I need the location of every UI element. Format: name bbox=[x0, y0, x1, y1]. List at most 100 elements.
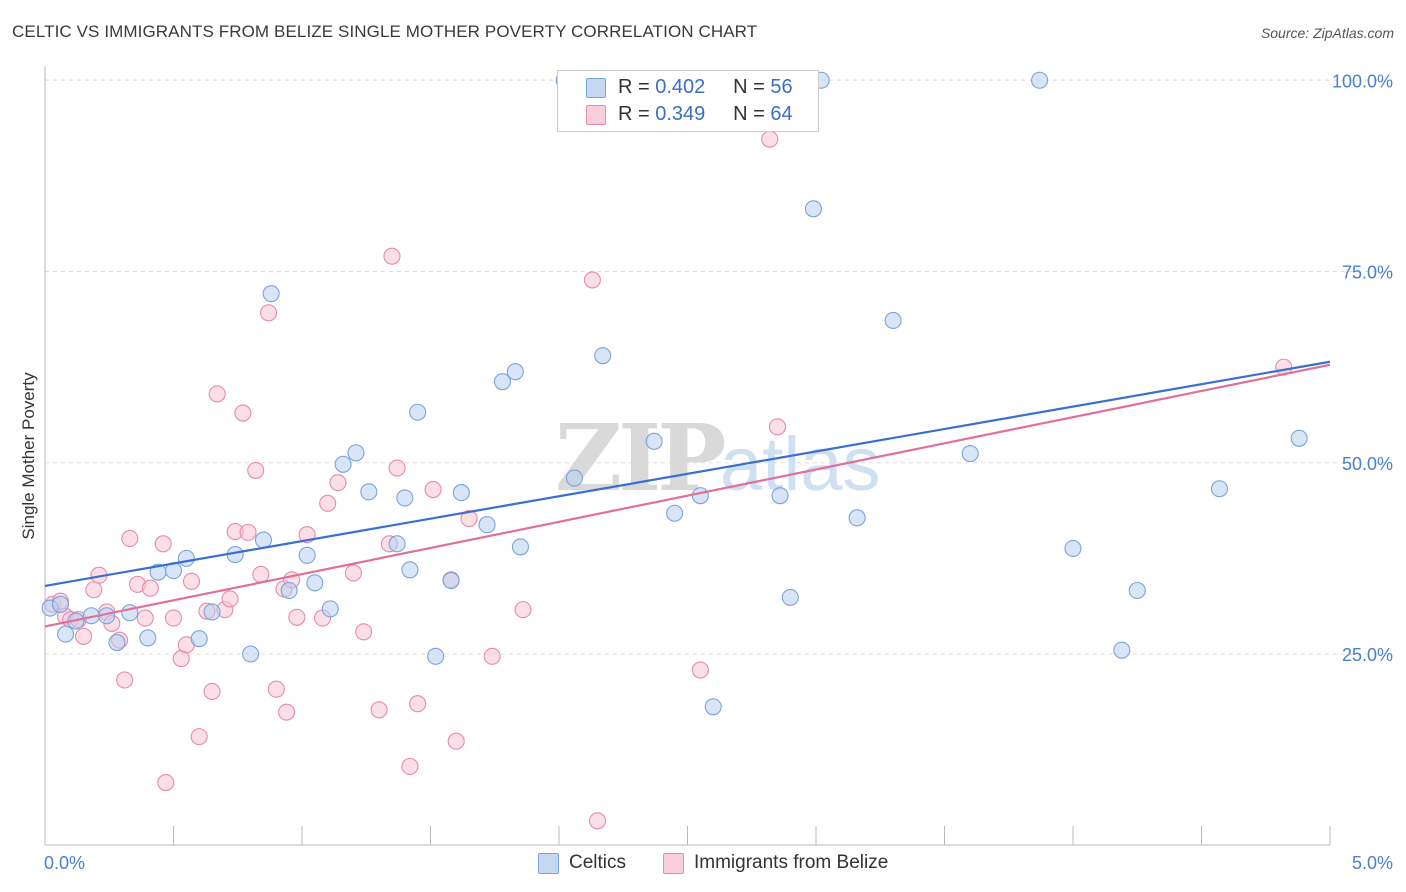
belize-point bbox=[136, 609, 154, 627]
celtics-point bbox=[203, 603, 221, 621]
belize-point bbox=[447, 732, 465, 750]
trend-lines bbox=[44, 360, 1331, 628]
belize-point bbox=[329, 474, 347, 492]
belize-point bbox=[460, 510, 478, 528]
belize-point bbox=[141, 579, 159, 597]
celtics-point bbox=[334, 455, 352, 473]
belize-point bbox=[588, 812, 607, 830]
source-label: Source: ZipAtlas.com bbox=[1260, 25, 1394, 41]
belize-point bbox=[288, 608, 306, 626]
celtics-point bbox=[452, 484, 470, 502]
celtics-point bbox=[506, 363, 524, 381]
celtics-point bbox=[781, 588, 799, 606]
belize-point bbox=[761, 130, 779, 148]
celtics-point bbox=[190, 630, 208, 648]
legend-label-belize: Immigrants from Belize bbox=[694, 852, 889, 873]
celtics-point bbox=[321, 600, 339, 618]
x-tick-label-min: 0.0% bbox=[44, 853, 85, 873]
legend-swatch-celtics bbox=[538, 853, 559, 874]
belize-point bbox=[121, 529, 139, 548]
belize-point bbox=[221, 590, 239, 608]
legend-swatch-belize bbox=[663, 853, 684, 874]
legend-n-label: N = bbox=[733, 76, 765, 98]
belize-point bbox=[260, 304, 278, 322]
celtics-point bbox=[804, 200, 822, 218]
celtics-point bbox=[401, 561, 419, 579]
celtics-point bbox=[704, 698, 722, 716]
celtics-point bbox=[306, 574, 324, 592]
belize-point bbox=[116, 671, 134, 689]
celtics-point bbox=[1210, 480, 1229, 498]
belize-point bbox=[691, 661, 709, 679]
celtics-point bbox=[1290, 429, 1308, 447]
belize-point bbox=[768, 418, 787, 436]
celtics-point bbox=[1128, 581, 1146, 600]
chart-title: CELTIC VS IMMIGRANTS FROM BELIZE SINGLE … bbox=[12, 22, 758, 41]
belize-point bbox=[208, 385, 226, 403]
celtics-point bbox=[51, 595, 69, 613]
belize-point bbox=[514, 601, 532, 619]
celtics-point bbox=[298, 546, 316, 564]
axes bbox=[44, 66, 1331, 846]
celtics-point bbox=[242, 645, 260, 663]
belize-point bbox=[252, 565, 270, 583]
celtics-point bbox=[565, 469, 583, 487]
legend-r-value-belize: 0.349 bbox=[655, 103, 706, 125]
belize-point bbox=[355, 623, 373, 641]
belize-point bbox=[401, 757, 419, 776]
celtics-point bbox=[594, 347, 612, 365]
celtics-point bbox=[645, 432, 663, 450]
celtics-point bbox=[666, 504, 684, 522]
celtics-point bbox=[409, 403, 427, 421]
celtics-point bbox=[360, 483, 378, 501]
tick-labels: 25.0% 50.0% 75.0% 100.0% 0.0% 5.0% Single Moth… bbox=[19, 71, 1393, 873]
celtics-point bbox=[396, 489, 414, 507]
celtics-point bbox=[177, 549, 195, 567]
celtics-point bbox=[262, 285, 280, 303]
belize-point bbox=[190, 728, 208, 746]
celtics-point bbox=[280, 581, 298, 600]
y-tick-label: 75.0% bbox=[1342, 263, 1393, 283]
belize-trend-line bbox=[44, 363, 1331, 628]
belize-point bbox=[383, 247, 401, 265]
belize-point bbox=[483, 647, 501, 665]
celtics-point bbox=[478, 516, 496, 534]
celtics-point bbox=[493, 373, 512, 391]
gridlines bbox=[45, 79, 1392, 655]
celtics-point bbox=[771, 487, 789, 505]
legend-r-label: R = bbox=[618, 76, 650, 98]
legend-r-value-celtics: 0.402 bbox=[655, 76, 706, 98]
belize-point bbox=[75, 627, 93, 645]
belize-point bbox=[319, 494, 337, 512]
celtics-point bbox=[691, 487, 709, 505]
celtics-point bbox=[961, 445, 979, 463]
belize-point bbox=[344, 564, 362, 582]
legend-label-celtics: Celtics bbox=[569, 852, 627, 873]
belize-point bbox=[157, 773, 175, 792]
legend-swatch-celtics bbox=[586, 78, 606, 98]
celtics-point bbox=[884, 311, 902, 330]
celtics-point bbox=[347, 444, 365, 462]
y-tick-label: 50.0% bbox=[1342, 454, 1393, 474]
celtics-point bbox=[511, 538, 530, 556]
celtics-point bbox=[388, 535, 406, 553]
legend-n-value-belize: 64 bbox=[770, 103, 793, 125]
x-tick-label-max: 5.0% bbox=[1352, 853, 1393, 873]
belize-point bbox=[239, 523, 257, 541]
celtics-point bbox=[848, 509, 866, 527]
belize-point bbox=[164, 609, 183, 627]
celtics-point bbox=[442, 572, 460, 590]
legend-r-label: R = bbox=[618, 103, 650, 125]
celtics-point bbox=[139, 629, 157, 647]
belize-point bbox=[247, 461, 265, 479]
celtics-trend-line bbox=[44, 360, 1331, 587]
belize-point bbox=[234, 404, 252, 422]
celtics-point bbox=[1113, 641, 1131, 659]
belize-point bbox=[154, 535, 172, 553]
stats-legend: R = 0.402 N = 56 R = 0.349 N = 64 bbox=[557, 70, 819, 132]
celtics-point bbox=[427, 647, 445, 665]
celtics-point bbox=[57, 625, 75, 643]
celtics-point bbox=[254, 531, 273, 549]
belize-point bbox=[388, 459, 406, 477]
